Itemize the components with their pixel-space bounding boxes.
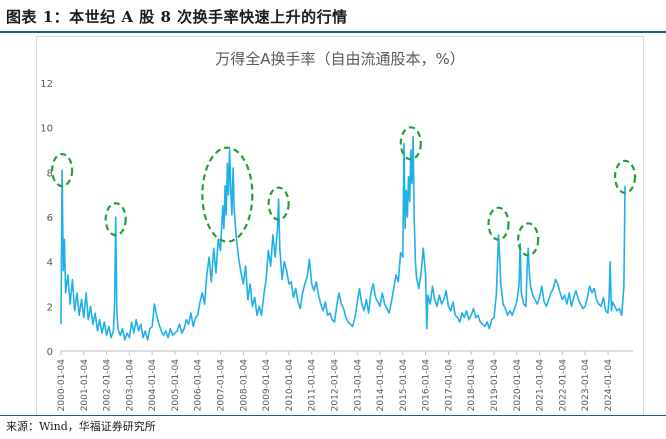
x-tick-label: 2021-01-04 — [536, 359, 546, 412]
y-tick-label: 6 — [47, 213, 53, 224]
y-tick-label: 12 — [40, 79, 53, 90]
highlight-ellipse — [517, 222, 540, 257]
x-tick-label: 2022-01-04 — [558, 359, 568, 412]
x-tick-label: 2018-01-04 — [467, 359, 477, 412]
title-rule — [0, 31, 666, 33]
x-tick-label: 2014-01-04 — [376, 359, 386, 412]
y-tick-label: 8 — [47, 168, 53, 179]
x-tick-label: 2016-01-04 — [422, 359, 432, 412]
highlight-ellipse — [399, 126, 422, 161]
figure-title: 图表 1：本世纪 A 股 8 次换手率快速上升的行情 — [6, 8, 348, 26]
x-tick-label: 2001-01-04 — [80, 359, 90, 412]
x-tick-label: 2024-01-04 — [604, 359, 614, 412]
x-tick-label: 2013-01-04 — [353, 359, 363, 412]
x-tick-label: 2009-01-04 — [262, 359, 272, 412]
series-line — [60, 135, 626, 341]
x-tick-label: 2004-01-04 — [148, 359, 158, 412]
x-tick-label: 2011-01-04 — [308, 359, 318, 412]
y-axis: 0 2 4 6 8 10 12 — [40, 79, 53, 358]
x-tick-label: 2003-01-04 — [125, 359, 135, 412]
annotation-layer — [51, 126, 637, 257]
y-tick-label: 2 — [47, 302, 53, 313]
y-tick-label: 10 — [40, 124, 53, 135]
x-axis: 2000-01-04 2001-01-04 2002-01-04 2003-01-04… — [57, 350, 633, 412]
x-tick-label: 2002-01-04 — [103, 359, 113, 412]
y-tick-label: 0 — [47, 347, 53, 358]
chart-title: 万得全A换手率（自由流通股本，%） — [215, 50, 465, 68]
chart-frame: 万得全A换手率（自由流通股本，%） 0 2 4 6 8 10 12 2000-01-04 20… — [36, 36, 644, 416]
highlight-ellipse — [487, 206, 510, 241]
x-tick-label: 2023-01-04 — [581, 359, 591, 412]
bottom-rule — [0, 415, 666, 416]
x-tick-label: 2015-01-04 — [399, 359, 409, 412]
x-tick-label: 2007-01-04 — [217, 359, 227, 412]
x-tick-label: 2008-01-04 — [239, 359, 249, 412]
x-tick-label: 2017-01-04 — [444, 359, 454, 412]
x-tick-label: 2006-01-04 — [194, 359, 204, 412]
series-layer — [60, 135, 626, 341]
source-note: 来源：Wind，华福证券研究所 — [6, 420, 156, 433]
x-tick-label: 2012-01-04 — [330, 359, 340, 412]
highlight-ellipse — [201, 146, 254, 243]
x-tick-label: 2000-01-04 — [57, 359, 67, 412]
highlight-ellipse — [51, 153, 74, 188]
x-tick-label: 2010-01-04 — [285, 359, 295, 412]
x-tick-label: 2005-01-04 — [171, 359, 181, 412]
highlight-ellipse — [267, 186, 290, 221]
x-tick-label: 2019-01-04 — [490, 359, 500, 412]
x-tick-label: 2020-01-04 — [513, 359, 523, 412]
highlight-ellipse — [613, 159, 637, 194]
y-tick-label: 4 — [47, 258, 53, 269]
highlight-ellipse — [104, 202, 127, 237]
